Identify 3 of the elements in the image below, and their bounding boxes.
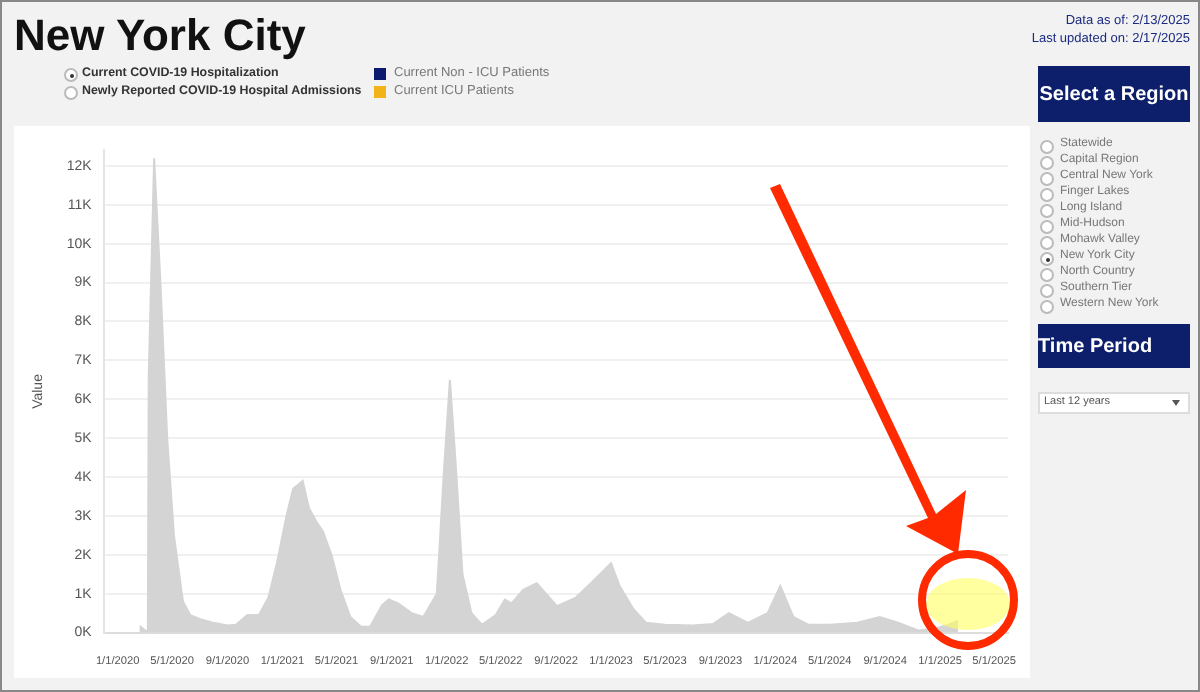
text: Time Period <box>1038 324 1190 368</box>
chart-title: New York City <box>14 10 306 62</box>
text: Select a Region <box>1038 66 1190 122</box>
